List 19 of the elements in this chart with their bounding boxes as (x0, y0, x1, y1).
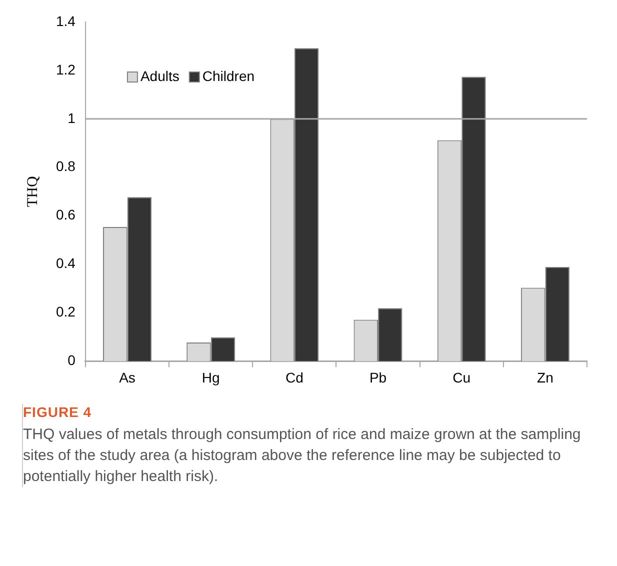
y-tick-label: 0.2 (56, 304, 76, 320)
y-tick-label: 1.2 (56, 61, 76, 78)
caption: FIGURE 4 (23, 404, 93, 420)
y-tick-label: 0.6 (56, 206, 76, 223)
y-axis-title: THQ (24, 176, 41, 208)
y-tick-label: 0.8 (56, 158, 76, 174)
y-tick-label: 1 (68, 110, 76, 126)
y-tick-label: 0 (68, 352, 76, 368)
legend-label: Children (202, 68, 255, 84)
y-tick-label: 1.4 (56, 12, 76, 29)
x-tick-label: As (119, 369, 136, 386)
x-tick-label: Zn (537, 369, 554, 386)
x-tick-label: Hg (202, 369, 220, 386)
x-tick-label: Cu (452, 369, 471, 386)
legend-label: Adults (140, 68, 180, 84)
x-tick-label: Cd (285, 369, 304, 386)
x-tick-label: Pb (369, 369, 387, 386)
y-tick-label: 0.4 (56, 255, 76, 272)
text: THQ values of metals through consumption of rice and maize grown at the sampling sites of the study area (a histogram above the reference line may be subjected to potentially higher health risk). (23, 425, 582, 487)
